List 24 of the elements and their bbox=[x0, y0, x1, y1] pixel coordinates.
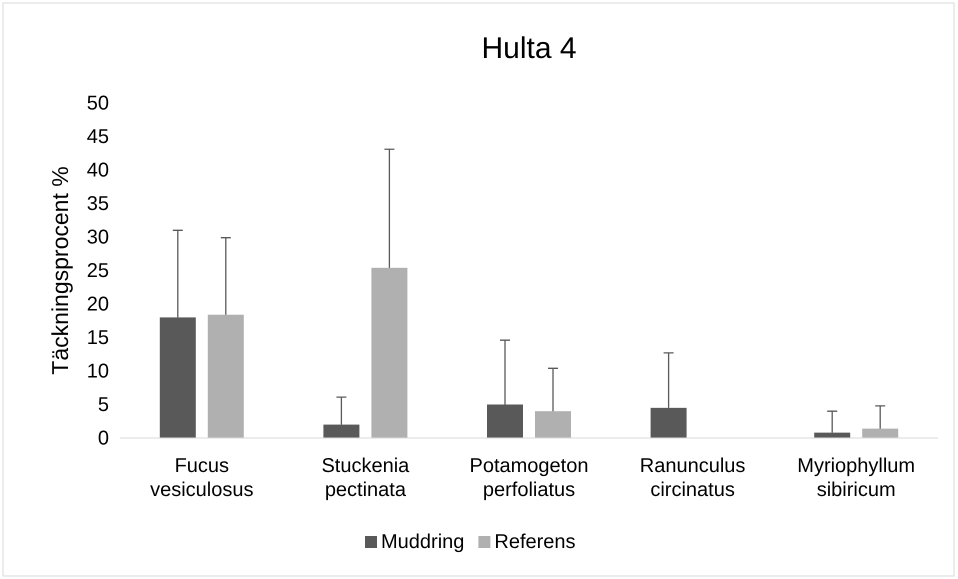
bar bbox=[535, 411, 571, 438]
y-axis-title: Täckningsprocent % bbox=[47, 166, 73, 375]
bar bbox=[371, 268, 408, 438]
y-tick-label: 15 bbox=[86, 326, 109, 349]
y-tick-label: 45 bbox=[86, 126, 109, 148]
y-tick-label: 20 bbox=[86, 293, 109, 316]
y-tick-label: 25 bbox=[86, 260, 109, 282]
x-tick-label: Ranunculus circinatus bbox=[640, 455, 746, 501]
y-tick-label: 0 bbox=[98, 427, 109, 450]
chart-title: Hulta 4 bbox=[481, 32, 577, 65]
y-tick-label: 50 bbox=[86, 92, 109, 114]
y-tick-label: 30 bbox=[86, 226, 109, 248]
y-tick-label: 40 bbox=[86, 159, 109, 182]
legend-label: Muddring bbox=[381, 531, 464, 553]
x-tick-label: Potamogeton perfoliatus bbox=[470, 455, 588, 501]
x-tick-label: Stuckenia pectinata bbox=[321, 455, 410, 501]
y-tick-label: 35 bbox=[86, 192, 109, 215]
y-tick-label: 5 bbox=[98, 394, 109, 416]
x-tick-label: Myriophyllum sibiricum bbox=[797, 455, 916, 501]
legend-label: Referens bbox=[494, 531, 576, 553]
bar bbox=[862, 428, 898, 438]
x-tick-label: Fucus vesiculosus bbox=[150, 455, 254, 501]
bar bbox=[208, 314, 244, 438]
y-tick-label: 10 bbox=[86, 360, 109, 382]
